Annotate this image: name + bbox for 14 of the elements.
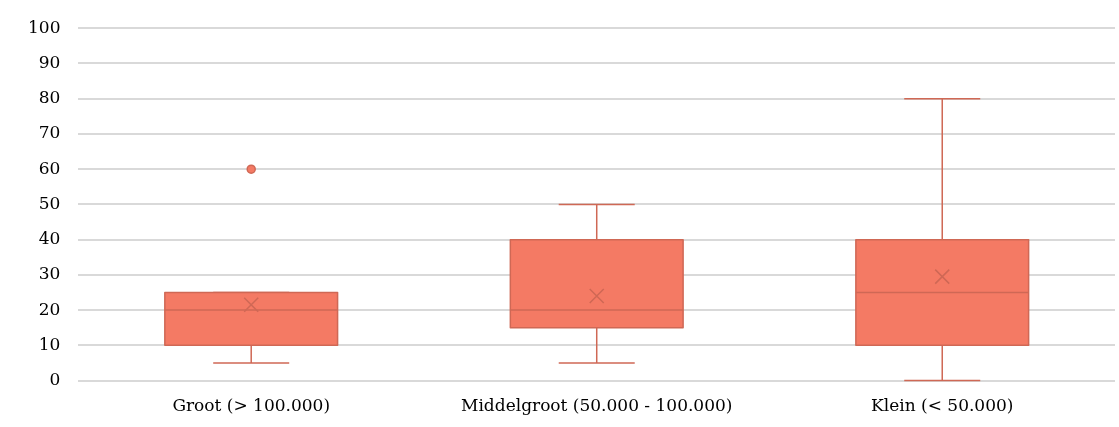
y-tick-label: 70	[38, 122, 61, 143]
x-tick-label: Klein (< 50.000)	[871, 395, 1014, 416]
y-tick-label: 90	[38, 51, 61, 72]
y-tick-label: 50	[38, 192, 61, 213]
y-tick-label: 0	[49, 369, 61, 390]
y-tick-label: 60	[38, 157, 61, 178]
y-tick-label: 20	[38, 298, 61, 319]
y-tick-label: 10	[38, 333, 61, 354]
y-tick-label: 40	[38, 228, 61, 249]
x-tick-label: Middelgroot (50.000 - 100.000)	[461, 395, 733, 416]
y-tick-label: 30	[38, 263, 61, 284]
y-tick-label: 80	[38, 87, 61, 108]
x-tick-label: Groot (> 100.000)	[172, 395, 331, 416]
y-tick-label: 100	[27, 16, 61, 37]
